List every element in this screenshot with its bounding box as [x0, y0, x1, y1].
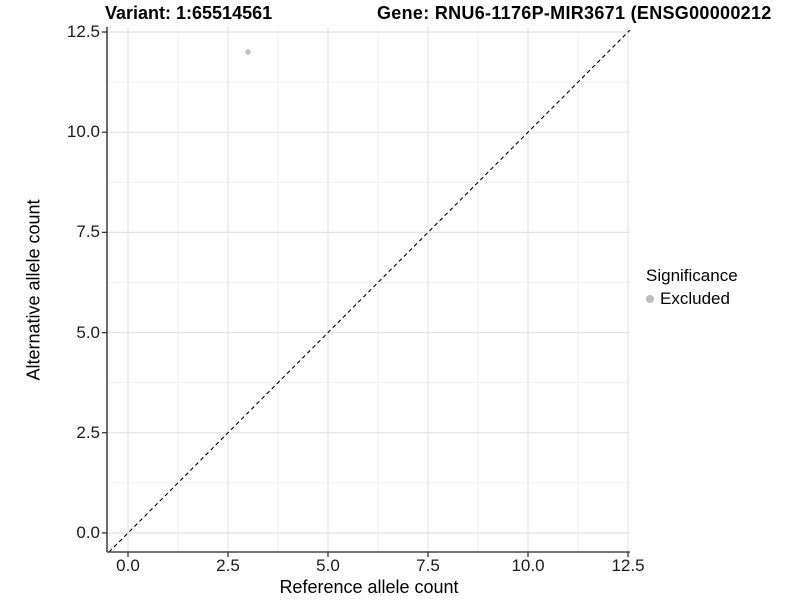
legend: Significance Excluded — [646, 266, 738, 309]
identity-reference-line — [108, 29, 631, 553]
y-tick-label: 2.5 — [76, 422, 100, 442]
x-tick-label: 2.5 — [216, 556, 240, 575]
legend-item-excluded: Excluded — [646, 289, 738, 309]
legend-title: Significance — [646, 266, 738, 285]
x-tick-label: 5.0 — [316, 556, 340, 575]
y-tick-label: 12.5 — [66, 22, 100, 41]
y-tick-label: 0.0 — [76, 522, 100, 542]
y-axis-title: Alternative allele count — [23, 199, 44, 381]
x-axis-title: Reference allele count — [279, 577, 459, 597]
legend-key-dot-icon — [646, 295, 654, 303]
y-tick-label: 5.0 — [76, 322, 100, 342]
y-tick-label: 7.5 — [76, 222, 100, 242]
data-point-excluded — [245, 49, 251, 55]
legend-item-label: Excluded — [660, 289, 730, 308]
plot-title-gene: Gene: RNU6-1176P-MIR3671 (ENSG00000212 — [377, 3, 772, 23]
x-tick-label: 12.5 — [611, 556, 645, 575]
x-tick-label: 0.0 — [116, 556, 140, 575]
y-tick-label: 10.0 — [66, 122, 100, 142]
plot-title-variant: Variant: 1:65514561 — [105, 3, 273, 23]
x-tick-label: 7.5 — [416, 556, 440, 575]
x-tick-label: 10.0 — [511, 556, 545, 575]
